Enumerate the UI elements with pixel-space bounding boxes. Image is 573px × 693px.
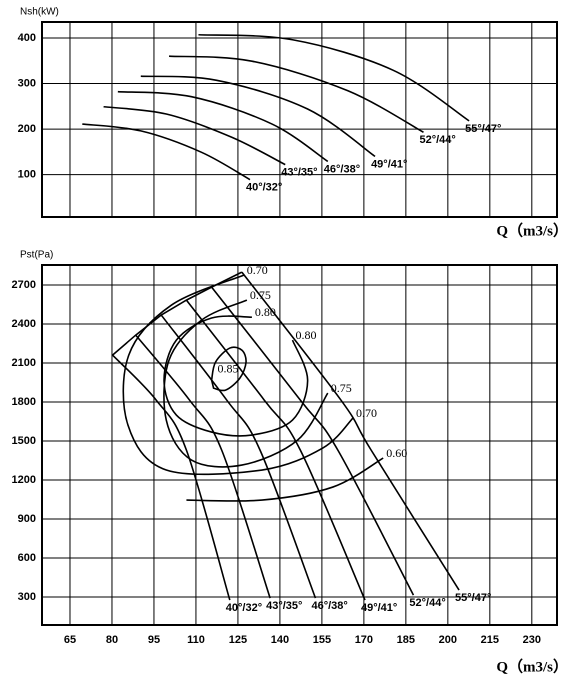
x-tick-label: 155 — [313, 634, 331, 646]
x-tick-label: 170 — [355, 634, 373, 646]
curve — [117, 90, 329, 163]
x-axis-label: Q（m3/s） — [496, 657, 568, 675]
contour-label: 0.85 — [217, 362, 238, 376]
x-tick-label: 140 — [271, 634, 289, 646]
curve — [160, 314, 317, 599]
x-tick-label: 65 — [64, 634, 76, 646]
contour-label: 0.80 — [255, 305, 276, 319]
efficiency-contour — [186, 457, 384, 502]
plot-frame — [41, 264, 558, 626]
curve-label: 46°/38° — [324, 163, 360, 175]
x-tick-label: 185 — [397, 634, 415, 646]
x-tick-label: 200 — [439, 634, 457, 646]
curve — [82, 123, 251, 181]
curve-label: 40°/32° — [226, 602, 262, 614]
curve — [241, 271, 460, 591]
efficiency-contour — [163, 299, 329, 468]
y-axis-label: Pst(Pa) — [20, 250, 53, 261]
curve-label: 55°/47° — [465, 123, 501, 135]
curve — [198, 33, 470, 122]
contour-label: 0.70 — [247, 263, 268, 277]
curve — [185, 299, 366, 601]
y-tick-label: 2100 — [12, 357, 36, 369]
y-tick-label: 1500 — [12, 435, 36, 447]
x-tick-label: 110 — [187, 634, 205, 646]
curve-label: 43°/35° — [281, 167, 317, 179]
curve-label: 46°/38° — [311, 600, 347, 612]
efficiency-contour — [163, 315, 309, 437]
curve-label: 40°/32° — [246, 182, 282, 194]
y-tick-label: 200 — [18, 123, 36, 135]
y-tick-label: 100 — [18, 169, 36, 181]
x-tick-label: 125 — [229, 634, 247, 646]
curve-label: 55°/47° — [455, 592, 491, 604]
efficiency-contour — [210, 346, 247, 392]
curve — [210, 286, 415, 596]
y-tick-label: 600 — [18, 552, 36, 564]
x-tick-label: 80 — [106, 634, 118, 646]
curve — [111, 354, 231, 601]
contour-label: 0.80 — [296, 328, 317, 342]
curve-label: 43°/35° — [266, 600, 302, 612]
x-tick-label: 215 — [481, 634, 499, 646]
curve — [103, 105, 286, 166]
x-tick-label: 230 — [523, 634, 541, 646]
y-tick-label: 300 — [18, 77, 36, 89]
plot-frame — [41, 21, 558, 218]
x-axis-label: Q（m3/s） — [496, 221, 568, 239]
curve-label: 49°/41° — [371, 158, 407, 170]
efficiency-contour — [122, 274, 354, 476]
y-tick-label: 400 — [18, 32, 36, 44]
contour-label: 0.75 — [331, 381, 352, 395]
curve-label: 52°/44° — [409, 597, 445, 609]
curve — [140, 75, 376, 158]
curve — [169, 55, 424, 133]
y-axis-label: Nsh(kW) — [20, 7, 59, 18]
contour-label: 0.70 — [356, 406, 377, 420]
contour-label: 0.75 — [250, 288, 271, 302]
contour-label: 0.60 — [386, 446, 407, 460]
curve-label: 52°/44° — [419, 134, 455, 146]
y-tick-label: 300 — [18, 591, 36, 603]
x-tick-label: 95 — [148, 634, 160, 646]
curve-label: 49°/41° — [361, 602, 397, 614]
y-tick-label: 1200 — [12, 474, 36, 486]
y-tick-label: 2400 — [12, 318, 36, 330]
y-tick-label: 1800 — [12, 396, 36, 408]
y-tick-label: 2700 — [12, 279, 36, 291]
curve — [135, 334, 271, 599]
y-tick-label: 900 — [18, 513, 36, 525]
